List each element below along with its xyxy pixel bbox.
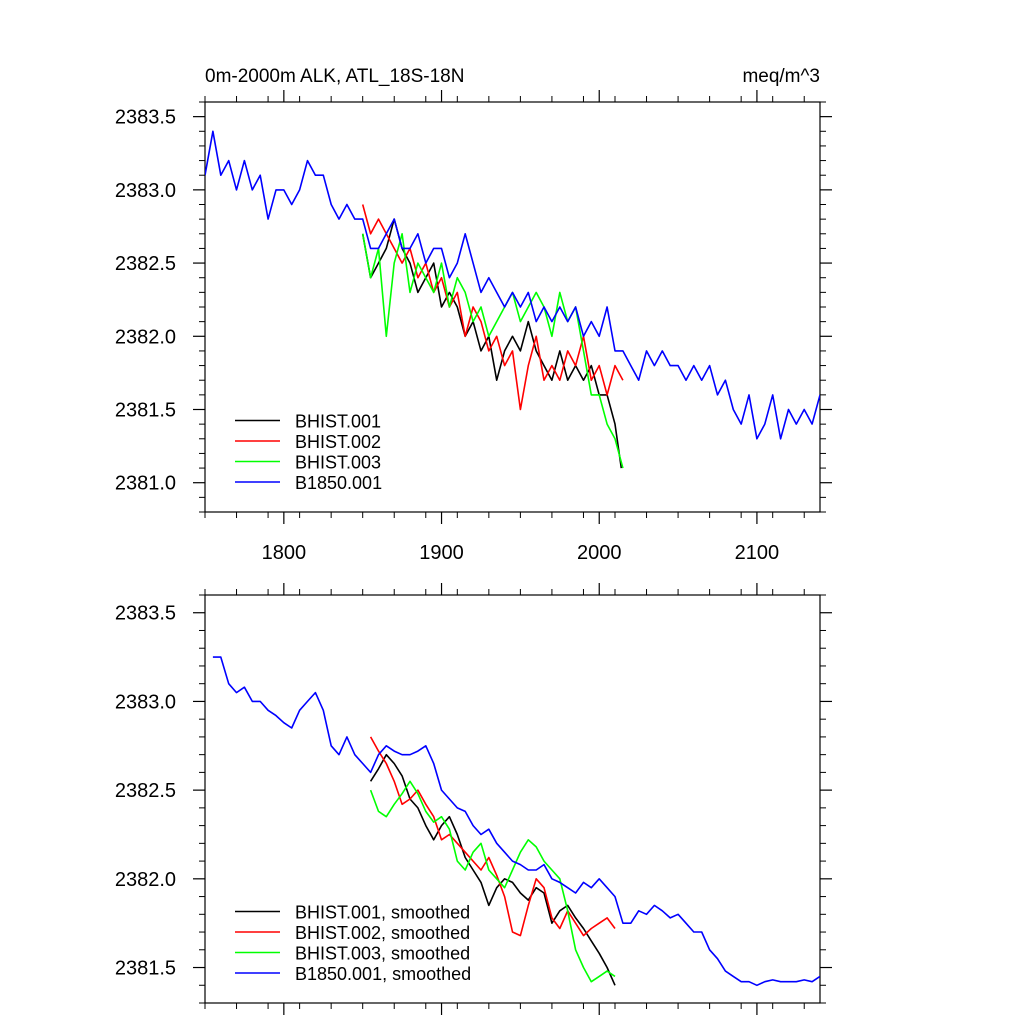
- series-group: [212, 656, 820, 987]
- x-tick-label: 1900: [419, 542, 464, 564]
- legend-label: B1850.001: [295, 473, 382, 493]
- series-line-b1850-001-smoothed: [212, 656, 820, 987]
- series-line-bhist-003: [361, 233, 624, 469]
- series-line-bhist-002-smoothed: [369, 736, 616, 937]
- y-tick-label: 2381.5: [115, 958, 176, 980]
- top-chart-panel: 1800 1900 2000 2100 2381.0 2381.5 2382.0 2382.5…: [115, 66, 832, 564]
- y-tick-label: 2383.5: [115, 107, 176, 129]
- legend-label: BHIST.002, smoothed: [295, 923, 470, 943]
- y-tick-label: 2381.0: [115, 473, 176, 495]
- series-line-b1850-001: [205, 130, 820, 440]
- chart-title-left: 0m-2000m ALK, ATL_18S-18N: [205, 66, 464, 87]
- y-tick-label: 2381.5: [115, 400, 176, 422]
- legend-label: BHIST.003: [295, 453, 381, 473]
- x-tick-label: 1800: [262, 542, 307, 564]
- bottom-chart-panel: 2381.5 2382.0 2382.5 2383.0 2383.5 BHIST.001,…: [115, 583, 832, 1015]
- x-tick-label: 2100: [735, 542, 780, 564]
- y-tick-label: 2382.5: [115, 780, 176, 802]
- y-tick-label: 2383.0: [115, 180, 176, 202]
- series-line-bhist-001-smoothed: [369, 753, 616, 986]
- plot-frame: [204, 594, 821, 1004]
- y-tick-label: 2382.0: [115, 869, 176, 891]
- series-line-bhist-002: [361, 204, 624, 411]
- series-group: [205, 130, 820, 469]
- legend-label: BHIST.002: [295, 432, 381, 452]
- legend-label: BHIST.001: [295, 412, 381, 432]
- chart-title-right: meq/m^3: [742, 66, 820, 87]
- y-tick-label: 2383.5: [115, 603, 176, 625]
- series-line-bhist-003-smoothed: [369, 780, 616, 983]
- y-tick-label: 2383.0: [115, 691, 176, 713]
- legend-label: BHIST.003, smoothed: [295, 944, 470, 964]
- y-tick-label: 2382.0: [115, 326, 176, 348]
- legend-label: B1850.001, smoothed: [295, 964, 471, 984]
- y-tick-label: 2382.5: [115, 253, 176, 275]
- x-tick-label: 2000: [577, 542, 622, 564]
- legend-label: BHIST.001, smoothed: [295, 903, 470, 923]
